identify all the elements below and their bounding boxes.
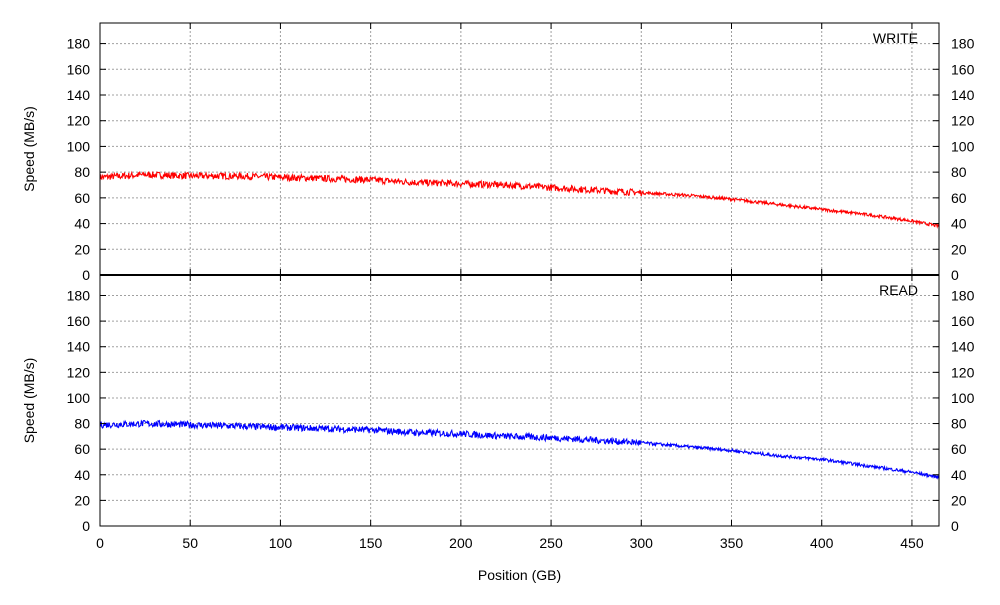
y-tick-label-left: 0 [82, 518, 90, 534]
y-axis-label: Speed (MB/s) [21, 106, 37, 192]
x-tick-label: 300 [630, 535, 654, 551]
y-tick-label-right: 20 [951, 492, 967, 508]
y-tick-label-right: 80 [951, 416, 967, 432]
y-tick-label-right: 100 [951, 390, 975, 406]
y-tick-label-right: 60 [951, 190, 967, 206]
x-tick-label: 200 [449, 535, 473, 551]
y-tick-label-left: 140 [67, 87, 91, 103]
x-tick-label: 0 [96, 535, 104, 551]
y-tick-label-right: 60 [951, 441, 967, 457]
y-tick-label-left: 80 [74, 416, 90, 432]
y-tick-label-left: 100 [67, 138, 91, 154]
plot-frame [99, 274, 940, 527]
y-tick-label-right: 20 [951, 241, 967, 257]
y-tick-label-left: 80 [74, 164, 90, 180]
x-tick-label: 250 [539, 535, 563, 551]
y-tick-label-right: 100 [951, 138, 975, 154]
y-tick-label-right: 180 [951, 36, 975, 52]
y-tick-label-right: 140 [951, 339, 975, 355]
y-tick-label-left: 160 [67, 61, 91, 77]
y-tick-label-left: 140 [67, 339, 91, 355]
y-tick-label-left: 60 [74, 190, 90, 206]
y-tick-label-left: 20 [74, 492, 90, 508]
x-tick-label: 350 [720, 535, 744, 551]
y-tick-label-left: 0 [82, 267, 90, 283]
y-tick-label-left: 100 [67, 390, 91, 406]
y-axis-label: Speed (MB/s) [21, 358, 37, 444]
y-tick-label-right: 0 [951, 267, 959, 283]
y-tick-label-right: 180 [951, 287, 975, 303]
x-tick-label: 50 [182, 535, 198, 551]
y-tick-label-right: 0 [951, 518, 959, 534]
read-legend-label: READ [879, 282, 918, 298]
y-tick-label-left: 40 [74, 467, 90, 483]
y-tick-label-right: 120 [951, 113, 975, 129]
y-tick-label-left: 160 [67, 313, 91, 329]
y-tick-label-right: 80 [951, 164, 967, 180]
write-legend-label: WRITE [873, 30, 918, 46]
x-tick-label: 450 [900, 535, 924, 551]
y-tick-label-left: 20 [74, 241, 90, 257]
plot-frame [99, 22, 940, 276]
y-tick-label-right: 40 [951, 216, 967, 232]
write-series-line [99, 170, 939, 229]
y-tick-label-right: 160 [951, 313, 975, 329]
x-tick-label: 150 [359, 535, 383, 551]
y-tick-label-left: 180 [67, 287, 91, 303]
y-tick-label-right: 120 [951, 364, 975, 380]
y-tick-label-left: 60 [74, 441, 90, 457]
x-axis-label: Position (GB) [478, 567, 561, 583]
y-tick-label-left: 180 [67, 36, 91, 52]
y-tick-label-left: 120 [67, 364, 91, 380]
x-tick-label: 400 [810, 535, 834, 551]
x-tick-label: 100 [269, 535, 293, 551]
y-tick-label-left: 40 [74, 216, 90, 232]
y-tick-label-right: 40 [951, 467, 967, 483]
y-tick-label-right: 140 [951, 87, 975, 103]
y-tick-label-left: 120 [67, 113, 91, 129]
y-tick-label-right: 160 [951, 61, 975, 77]
read-series-line [99, 419, 940, 480]
